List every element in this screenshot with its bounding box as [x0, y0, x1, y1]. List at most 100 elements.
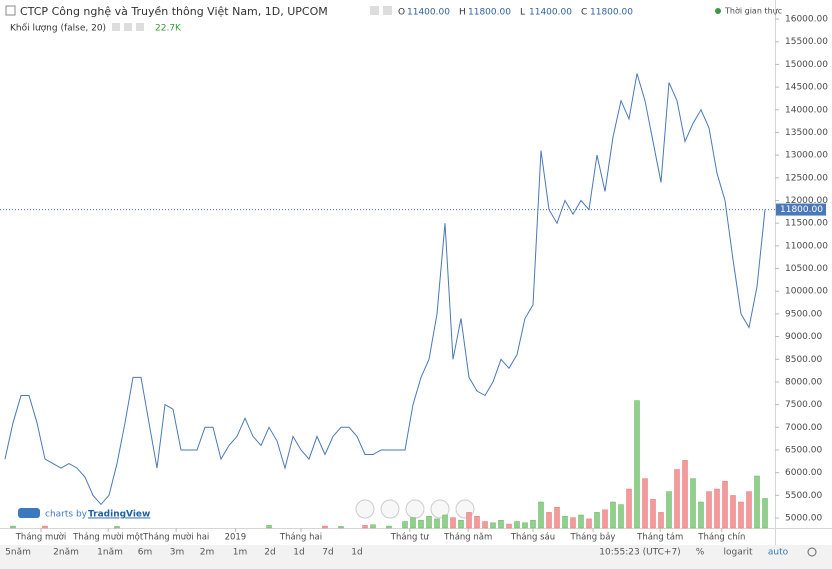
range-button[interactable]: 6m: [138, 548, 153, 558]
ohlc-name: C: [581, 8, 587, 18]
x-tick-label: Tháng sáu: [510, 533, 555, 543]
toolbar-item[interactable]: logarit: [724, 548, 753, 558]
last-price-box: [776, 203, 826, 216]
x-tick-label: Tháng mười: [15, 532, 67, 543]
y-tick-label: 7000.00: [785, 423, 822, 433]
range-button[interactable]: 1năm: [97, 548, 123, 558]
toolbar-item: 10:55:23 (UTC+7): [599, 548, 680, 558]
volume-bar: [562, 516, 568, 529]
x-tick-label: Tháng năm: [443, 533, 492, 543]
volume-bar: [42, 525, 48, 529]
y-tick-label: 13500.00: [785, 128, 828, 138]
y-tick-label: 15000.00: [785, 60, 828, 70]
credit[interactable]: charts by TradingView: [18, 508, 150, 520]
status: Thời gian thực: [724, 6, 782, 17]
y-tick-label: 12000.00: [785, 196, 828, 206]
volume-bar: [578, 514, 584, 529]
icon[interactable]: [370, 6, 379, 15]
settings-icon[interactable]: [807, 547, 817, 557]
ohlc-value: 11400.00: [407, 8, 450, 18]
volume-bar: [458, 519, 464, 529]
volume-bar: [338, 526, 344, 529]
volume-bar: [746, 491, 752, 529]
icon[interactable]: [124, 23, 132, 31]
volume-bar: [450, 517, 456, 529]
volume-bar: [498, 519, 504, 529]
volume-bar: [530, 519, 536, 529]
x-tick-label: Tháng tám: [636, 533, 683, 543]
volume-bar: [418, 519, 424, 529]
volume-bar: [586, 518, 592, 529]
y-tick-label: 9500.00: [785, 309, 822, 319]
range-button[interactable]: 2d: [264, 548, 275, 558]
icon[interactable]: [112, 23, 120, 31]
nav-button[interactable]: [380, 499, 400, 519]
volume-bar: [322, 525, 328, 529]
y-tick-label: 15500.00: [785, 37, 828, 47]
range-button[interactable]: 1d: [293, 548, 304, 558]
range-button[interactable]: 7d: [322, 548, 333, 558]
nav-button[interactable]: [430, 499, 450, 519]
volume-bar: [482, 521, 488, 529]
toolbar-item[interactable]: %: [696, 548, 705, 558]
volume-bar: [546, 512, 552, 529]
volume-bar: [362, 525, 368, 529]
volume-bar: [658, 512, 664, 529]
icon[interactable]: [383, 6, 392, 15]
y-tick-label: 5500.00: [785, 491, 822, 501]
range-button[interactable]: 2m: [200, 548, 215, 558]
volume-bar: [698, 501, 704, 529]
ohlc-name: L: [520, 8, 525, 18]
volume-bar: [554, 506, 560, 529]
range-button[interactable]: 3m: [170, 548, 185, 558]
ohlc-name: O: [398, 8, 405, 18]
toolbar: [0, 545, 832, 569]
y-tick-label: 11500.00: [785, 219, 828, 229]
volume-bar: [666, 491, 672, 529]
x-tick-label: Tháng bảy: [570, 532, 616, 543]
icon[interactable]: [136, 23, 144, 31]
y-tick-label: 14000.00: [785, 105, 828, 115]
volume-bar: [570, 517, 576, 529]
volume-bar: [386, 525, 392, 529]
x-tick-label: 2019: [225, 533, 247, 543]
nav-button[interactable]: [405, 499, 425, 519]
volume-bar: [514, 521, 520, 529]
y-tick-label: 6500.00: [785, 445, 822, 455]
volume-bar: [650, 499, 656, 529]
ohlc-value: 11800.00: [590, 8, 633, 18]
range-button[interactable]: 1d: [351, 548, 362, 558]
volume-bar: [490, 522, 496, 529]
volume-bar: [522, 522, 528, 529]
volume-bar: [114, 526, 120, 529]
ohlc-value: 11400.00: [529, 8, 572, 18]
ohlc-name: H: [459, 8, 466, 18]
collapse-icon[interactable]: [5, 5, 16, 16]
volume-bar: [474, 516, 480, 529]
volume-last: 22.7K: [155, 24, 182, 34]
y-tick-label: 16000.00: [785, 15, 828, 25]
toolbar-item[interactable]: auto: [768, 548, 789, 558]
volume-bar: [506, 523, 512, 529]
x-tick-label: Tháng tư: [390, 533, 430, 543]
volume-bar: [466, 512, 472, 529]
y-tick-label: 8000.00: [785, 377, 822, 387]
credit-text: charts by: [45, 510, 88, 520]
x-tick-label: Tháng chín: [697, 533, 745, 543]
nav-button[interactable]: [355, 499, 375, 519]
y-tick-label: 8500.00: [785, 355, 822, 365]
ohlc-value: 11800.00: [468, 8, 511, 18]
range-button[interactable]: 5năm: [5, 548, 31, 558]
y-tick-label: 13000.00: [785, 151, 828, 161]
brand[interactable]: TradingView: [88, 510, 150, 520]
volume-bar: [402, 521, 408, 529]
range-button[interactable]: 2năm: [53, 548, 79, 558]
volume-bar: [426, 516, 432, 529]
volume-bar: [730, 495, 736, 529]
status-dot: [715, 8, 721, 14]
y-tick-label: 7500.00: [785, 400, 822, 410]
y-tick-label: 14500.00: [785, 83, 828, 93]
range-button[interactable]: 1m: [233, 548, 248, 558]
